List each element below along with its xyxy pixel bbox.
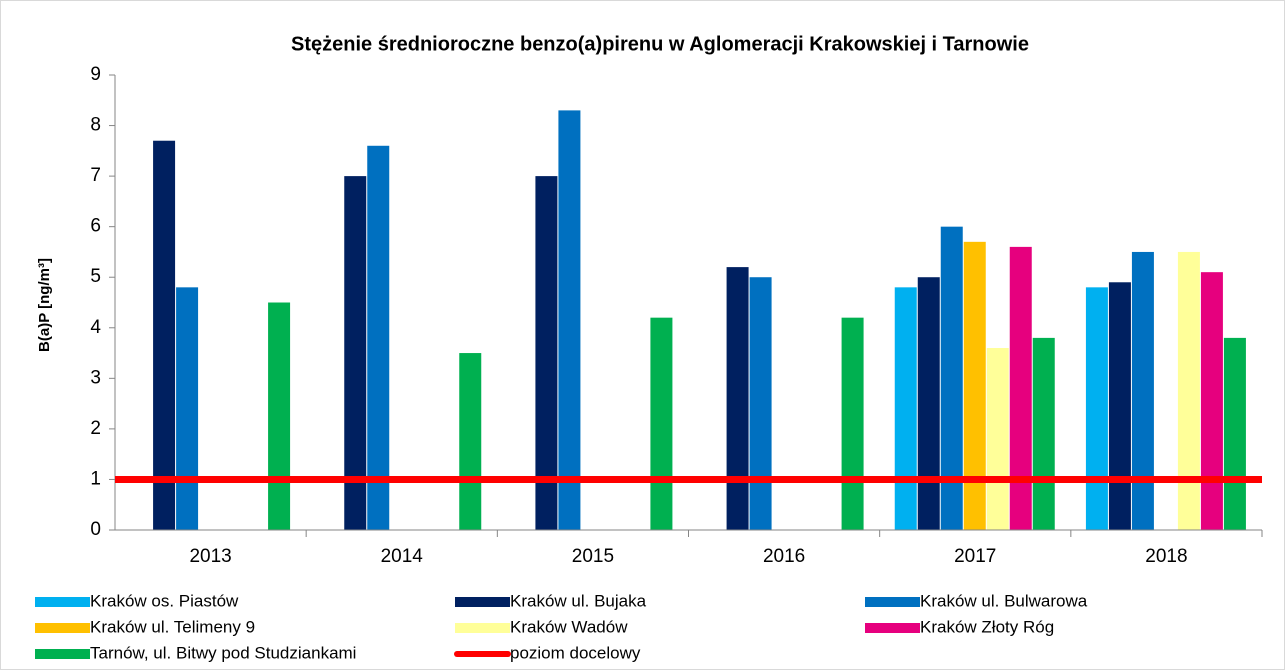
- legend-swatch: [865, 597, 920, 607]
- legend-label: poziom docelowy: [510, 643, 641, 662]
- bar: [940, 226, 963, 530]
- legend-label: Tarnów, ul. Bitwy pod Studziankami: [90, 643, 356, 662]
- legend-label: Kraków os. Piastów: [90, 591, 239, 610]
- bar: [367, 145, 390, 530]
- bar: [1032, 337, 1055, 530]
- y-tick-label: 2: [90, 418, 101, 439]
- legend-swatch: [35, 597, 90, 607]
- legend-label: Kraków ul. Bulwarowa: [920, 591, 1088, 610]
- y-tick-label: 8: [90, 115, 101, 136]
- x-tick-label: 2013: [189, 546, 231, 567]
- y-tick-label: 3: [90, 367, 101, 388]
- bar: [749, 277, 772, 530]
- y-tick-label: 9: [90, 64, 101, 85]
- bar: [726, 267, 749, 530]
- x-tick-label: 2016: [763, 546, 805, 567]
- y-tick-label: 7: [90, 165, 101, 186]
- bar: [1085, 287, 1108, 530]
- bar: [344, 176, 367, 530]
- y-axis-label: B(a)P [ng/m³]: [36, 258, 53, 352]
- legend-label: Kraków ul. Bujaka: [510, 591, 647, 610]
- bar: [1200, 272, 1223, 530]
- legend-swatch: [455, 597, 510, 607]
- bar: [153, 140, 176, 530]
- bar: [459, 353, 482, 530]
- x-tick-label: 2014: [381, 546, 424, 567]
- legend-label: Kraków Złoty Róg: [920, 617, 1054, 636]
- bar: [841, 317, 864, 530]
- y-tick-label: 5: [90, 266, 101, 287]
- bar: [894, 287, 917, 530]
- bar: [268, 302, 291, 530]
- bar: [1108, 282, 1131, 530]
- y-tick-label: 6: [90, 216, 101, 237]
- legend-swatch: [455, 623, 510, 633]
- bar: [650, 317, 673, 530]
- bar: [176, 287, 199, 530]
- bar: [535, 176, 558, 530]
- legend-label: Kraków ul. Telimeny 9: [90, 617, 255, 636]
- legend-swatch: [35, 623, 90, 633]
- y-tick-label: 1: [90, 468, 101, 489]
- y-tick-label: 0: [90, 519, 101, 540]
- x-tick-label: 2015: [572, 546, 614, 567]
- legend-swatch: [35, 649, 90, 659]
- legend-swatch: [865, 623, 920, 633]
- legend-label: Kraków Wadów: [510, 617, 628, 636]
- bar: [1131, 251, 1154, 530]
- y-tick-label: 4: [90, 317, 101, 338]
- chart-title: Stężenie średnioroczne benzo(a)pirenu w …: [291, 33, 1029, 55]
- x-tick-label: 2017: [954, 546, 996, 567]
- bar: [986, 348, 1009, 530]
- bar: [917, 277, 940, 530]
- bar: [1009, 246, 1032, 530]
- bar: [1223, 337, 1246, 530]
- bar: [963, 241, 986, 531]
- bar: [558, 110, 581, 530]
- bar: [1177, 251, 1200, 530]
- x-tick-label: 2018: [1145, 546, 1187, 567]
